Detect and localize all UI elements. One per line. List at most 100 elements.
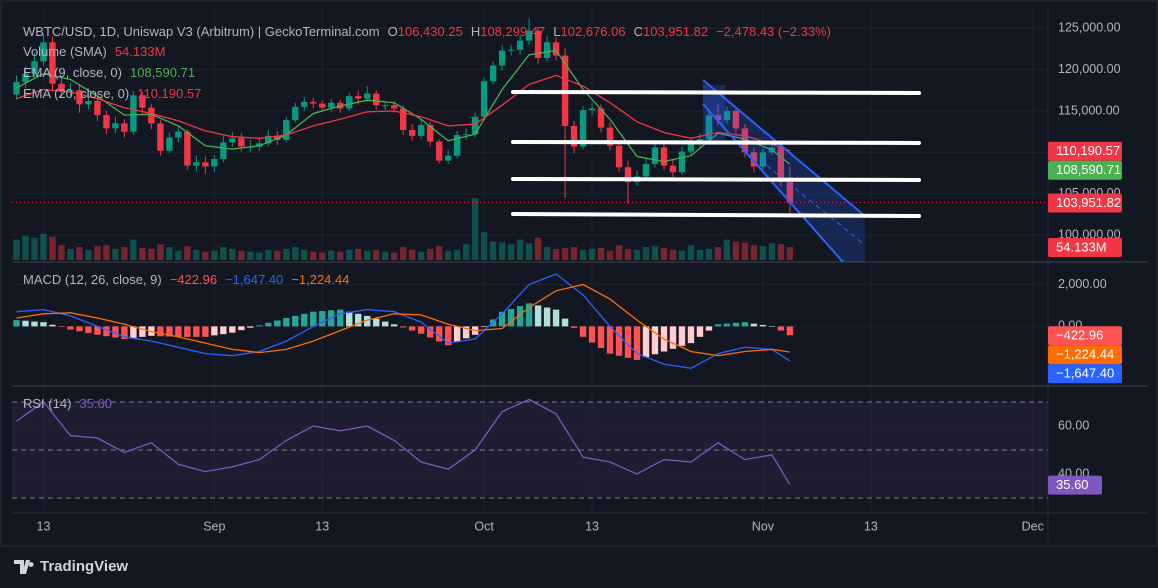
volume-bar xyxy=(579,249,587,260)
histogram-bar xyxy=(696,326,704,337)
candle-body xyxy=(76,90,83,105)
volume-bar xyxy=(148,248,155,260)
volume-bar xyxy=(76,247,83,260)
candle-body xyxy=(741,128,749,153)
candle-body xyxy=(534,30,542,59)
candle-body xyxy=(399,108,407,131)
candle-body xyxy=(265,135,272,144)
ohlc-key: H xyxy=(471,24,480,39)
histogram-bar xyxy=(94,326,101,335)
histogram-bar xyxy=(130,326,137,338)
candle-body xyxy=(426,125,434,142)
legend-value: −1,647.40 xyxy=(225,272,283,287)
candle-body xyxy=(310,101,317,104)
candle-body xyxy=(732,110,740,129)
histogram-bar xyxy=(723,323,731,327)
histogram-bar xyxy=(49,324,56,327)
candle-body xyxy=(669,165,677,173)
volume-bar xyxy=(58,245,65,260)
price-badge xyxy=(1048,193,1122,213)
histogram-bar xyxy=(382,321,389,327)
candle-body xyxy=(229,138,236,143)
series-line xyxy=(16,49,791,165)
candle-body xyxy=(67,90,74,92)
candle-body xyxy=(364,93,371,99)
ohlc-value: 106,430.25 xyxy=(398,24,463,39)
histogram-bar xyxy=(67,326,74,330)
channel-line xyxy=(702,79,866,217)
price-badge xyxy=(1048,364,1122,384)
x-tick-label: Sep xyxy=(203,519,225,533)
legend-value: −422.96 xyxy=(170,272,217,287)
candle-body xyxy=(507,49,515,51)
legend: EMA (20, close, 0) 110,190.57 xyxy=(23,86,201,101)
candle-body xyxy=(328,102,335,108)
histogram-bar xyxy=(552,309,560,327)
candle-body xyxy=(705,115,713,140)
candle-body xyxy=(166,137,173,151)
histogram-bar xyxy=(786,326,794,336)
candle-body xyxy=(184,131,191,166)
volume-bar xyxy=(534,237,542,260)
volume-bar xyxy=(624,248,632,260)
candle-body xyxy=(471,116,479,135)
histogram-bar xyxy=(750,323,758,327)
histogram-bar xyxy=(417,326,425,334)
level-line xyxy=(511,212,921,218)
histogram-bar xyxy=(175,326,182,337)
volume-bar xyxy=(22,235,29,260)
histogram-bar xyxy=(193,326,200,337)
candle-body xyxy=(552,42,560,56)
ohlc-value: 102,676.06 xyxy=(561,24,626,39)
volume-bar xyxy=(606,250,614,260)
x-tick-label: 13 xyxy=(315,519,329,533)
candle-body xyxy=(112,123,119,129)
candle-body xyxy=(157,123,164,151)
histogram-bar xyxy=(669,326,677,349)
histogram-bar xyxy=(777,326,785,331)
y-tick-label: 60.00 xyxy=(1058,418,1089,432)
x-tick-label: 13 xyxy=(585,519,599,533)
x-tick-label: 13 xyxy=(37,519,51,533)
histogram-bar xyxy=(624,326,632,358)
candle-body xyxy=(462,134,470,136)
candle-body xyxy=(597,108,605,128)
candle-body xyxy=(417,125,425,136)
volume-bar xyxy=(247,251,254,260)
volume-bar xyxy=(417,251,425,260)
histogram-bar xyxy=(678,326,686,346)
volume-bar xyxy=(435,246,443,260)
volume-bar xyxy=(220,247,227,260)
histogram-bar xyxy=(651,326,659,355)
volume-bar xyxy=(723,239,731,260)
volume-bar xyxy=(391,252,398,260)
legend-text: EMA (20, close, 0) xyxy=(23,86,129,101)
candle-body xyxy=(759,152,767,167)
volume-bar xyxy=(408,249,416,260)
volume-bar xyxy=(750,245,758,260)
price-badge xyxy=(1048,475,1102,495)
legend-text: Volume (SMA) xyxy=(23,44,107,59)
candle-body xyxy=(40,42,47,62)
histogram-bar xyxy=(543,307,551,327)
price-badge-label: 103,951.82 xyxy=(1056,195,1121,210)
histogram-bar xyxy=(615,326,623,356)
histogram-bar xyxy=(444,326,452,346)
volume-bar xyxy=(768,243,776,260)
candle-body xyxy=(121,123,128,132)
volume-bar xyxy=(543,247,551,260)
histogram-bar xyxy=(714,324,722,327)
candle-body xyxy=(750,152,758,167)
histogram-bar xyxy=(202,326,209,337)
level-line xyxy=(511,140,921,145)
volume-bar xyxy=(238,250,245,260)
candle-body xyxy=(283,120,290,140)
volume-bar xyxy=(660,247,668,260)
x-tick-label: Nov xyxy=(752,519,775,533)
histogram-bar xyxy=(13,320,20,327)
channel-midline xyxy=(759,159,866,246)
histogram-bar xyxy=(373,318,380,327)
series-line xyxy=(16,283,790,357)
histogram-bar xyxy=(597,326,605,348)
